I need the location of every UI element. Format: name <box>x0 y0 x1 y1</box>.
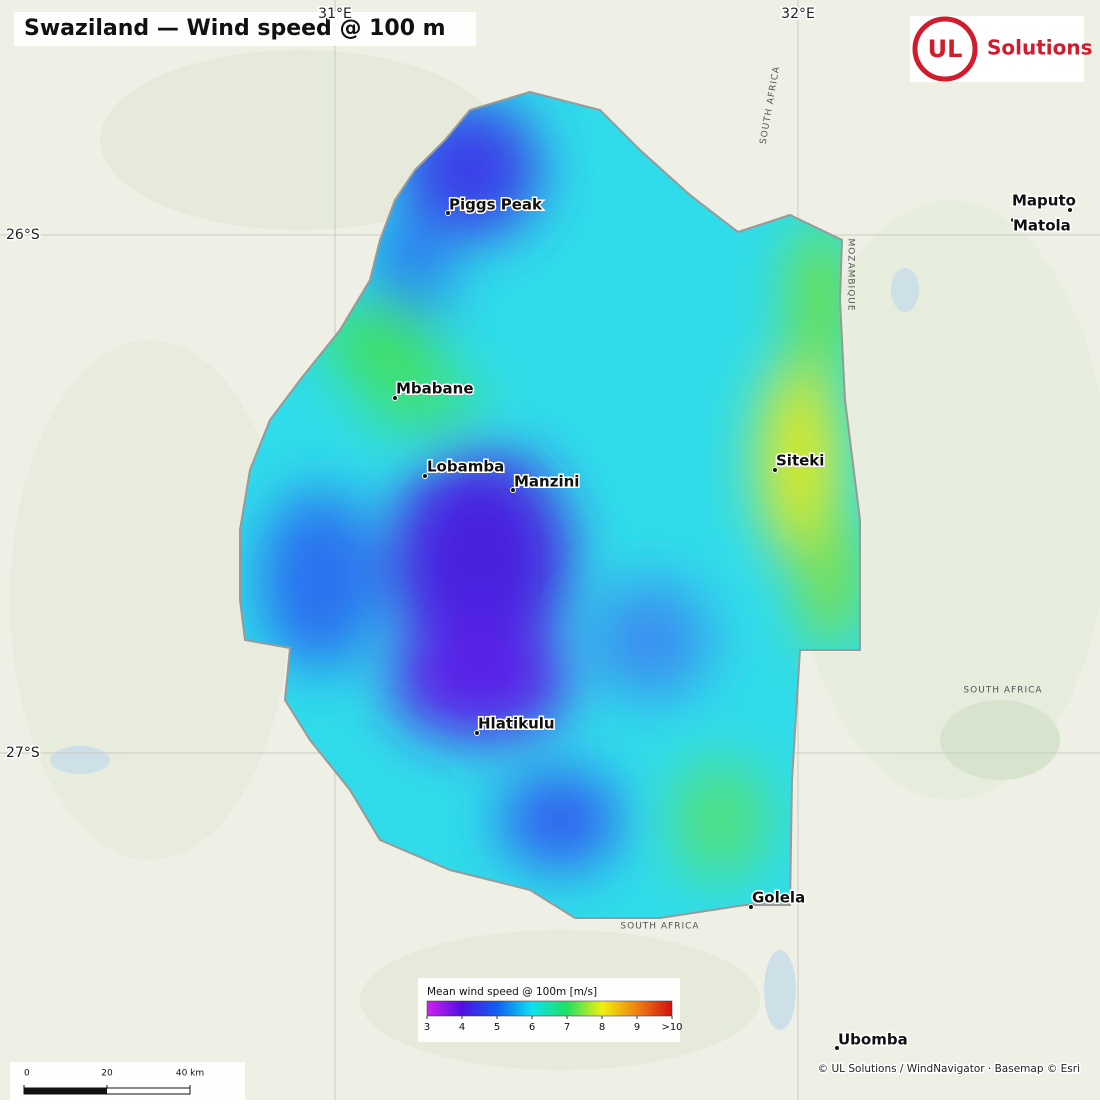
city-dot <box>748 904 754 910</box>
city-dot <box>834 1045 840 1051</box>
city-dot <box>422 473 428 479</box>
city-label: Ubomba <box>838 1031 908 1049</box>
colorbar-tick-label: 9 <box>634 1022 640 1033</box>
city-dot <box>445 210 451 216</box>
colorbar-tick-label: 4 <box>459 1022 465 1033</box>
scale-tick-label: 40 km <box>176 1069 204 1079</box>
city-dot <box>474 730 480 736</box>
colorbar-tick-label: 8 <box>599 1022 605 1033</box>
colorbar-tick-label: >10 <box>661 1022 682 1033</box>
logo-mark: UL <box>928 35 963 63</box>
attribution: © UL Solutions / WindNavigator · Basemap… <box>818 1063 1080 1075</box>
colorbar-tick-label: 6 <box>529 1022 535 1033</box>
city-label: Maputo <box>1012 192 1076 210</box>
title-bg <box>14 12 476 46</box>
city-label: Golela <box>752 889 805 907</box>
city-label: Piggs Peak <box>449 196 543 214</box>
scale-tick-label: 0 <box>24 1069 30 1079</box>
country-label: SOUTH AFRICA <box>620 922 699 932</box>
title: Swaziland — Wind speed @ 100 m <box>24 16 446 41</box>
lon-label: 32°E <box>781 6 815 22</box>
city-label: Lobamba <box>427 458 504 476</box>
scale-tick-label: 20 <box>101 1069 113 1079</box>
lat-label: 26°S <box>6 227 40 243</box>
logo-ring <box>912 16 978 82</box>
city-label: Mbabane <box>396 380 474 398</box>
colorbar-tick-label: 3 <box>424 1022 430 1033</box>
colorbar-tick-label: 5 <box>494 1022 500 1033</box>
terrain <box>10 50 1100 1070</box>
city-dot <box>1067 207 1073 213</box>
colorbar-tick-label: 7 <box>564 1022 570 1033</box>
city-dot <box>510 487 516 493</box>
logo-text: Solutions <box>987 36 1093 60</box>
lat-label: 27°S <box>6 745 40 761</box>
country-label: MOZAMBIQUE <box>846 238 856 311</box>
city-label: Hlatikulu <box>478 715 555 733</box>
colorbar <box>426 1000 673 1017</box>
lon-label: 31°E <box>318 6 352 22</box>
country-label: SOUTH AFRICA <box>963 686 1042 696</box>
scale-bar-segment <box>24 1088 107 1094</box>
city-label: Manzini <box>514 473 579 491</box>
city-dot <box>392 395 398 401</box>
city-label: Siteki <box>776 452 824 470</box>
city-label: Matola <box>1013 217 1071 235</box>
city-dot <box>1010 217 1016 223</box>
city-dot <box>772 467 778 473</box>
legend-title: Mean wind speed @ 100m [m/s] <box>427 986 597 998</box>
